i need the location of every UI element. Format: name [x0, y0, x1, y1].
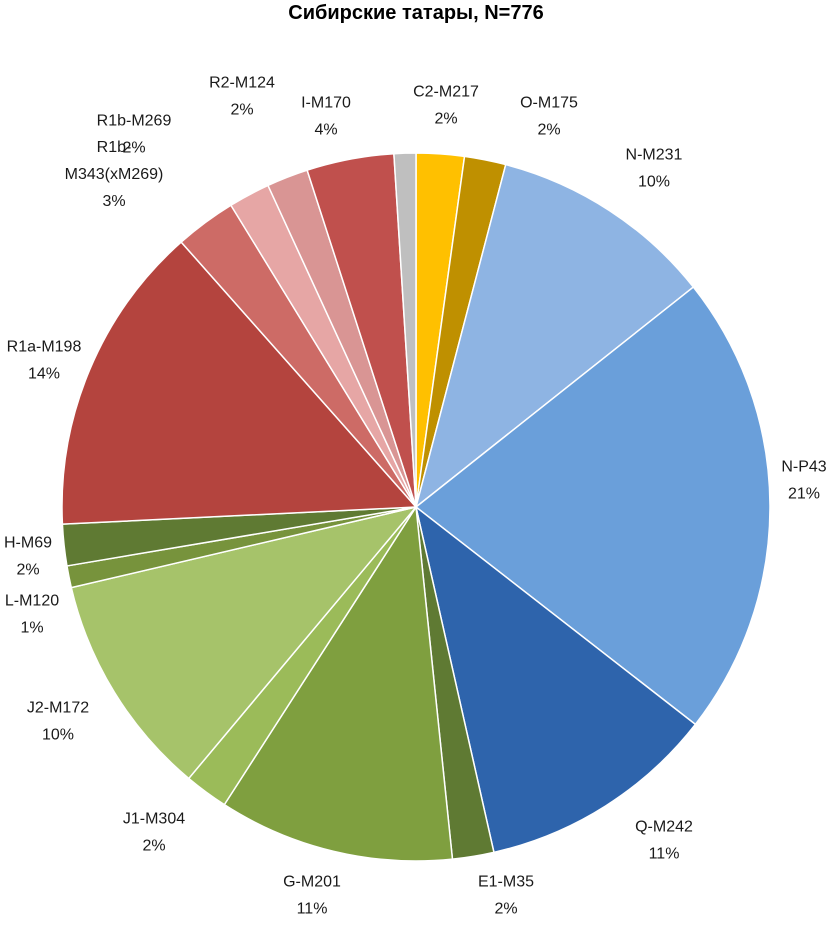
slice-name-label: E1-M35	[478, 874, 534, 891]
slice-name-label: J1-M304	[123, 811, 185, 828]
slice-percent-label: 10%	[42, 727, 74, 744]
slice-percent-label: 4%	[314, 122, 337, 139]
slice-percent-label: 2%	[122, 140, 145, 157]
slice-name-label: O-M175	[520, 95, 578, 112]
slice-name-label: H-M69	[4, 535, 52, 552]
pie-slice-other	[393, 152, 417, 508]
pie-slice-n-m231	[414, 163, 695, 509]
slice-percent-label: 11%	[297, 901, 328, 918]
slice-percent-label: 21%	[788, 486, 820, 503]
slice-percent-label: 3%	[102, 193, 125, 210]
slice-name-label: R2-M124	[209, 75, 275, 92]
slice-percent-label: 2%	[16, 562, 39, 579]
slice-percent-label: 2%	[230, 102, 253, 119]
slice-name-label: L-M120	[5, 593, 59, 610]
slice-percent-label: 2%	[434, 111, 457, 128]
slice-name-label: C2-M217	[413, 84, 479, 101]
slice-name-label: J2-M172	[27, 700, 89, 717]
slice-name-label: Q-M242	[635, 819, 693, 836]
slice-name-label: R1a-M198	[7, 339, 82, 356]
chart-title: Сибирские татары, N=776	[288, 2, 544, 24]
slice-name-label: R1b-	[97, 139, 132, 156]
slice-name-label: R1b-M269	[97, 113, 172, 130]
slice-name-label: M343(xM269)	[65, 166, 164, 183]
pie-slice-n-p43	[414, 285, 771, 726]
slice-percent-label: 10%	[638, 174, 670, 191]
slice-percent-label: 14%	[28, 366, 60, 383]
slice-name-label: N-M231	[626, 147, 683, 164]
slice-percent-label: 1%	[20, 620, 43, 637]
slice-name-label: G-M201	[283, 874, 341, 891]
slice-percent-label: 2%	[494, 901, 517, 918]
pie-slice-j2-m172	[70, 505, 419, 780]
slice-percent-label: 2%	[537, 122, 560, 139]
pie-slice-q-m242	[414, 505, 697, 854]
slice-percent-label: 11%	[649, 846, 680, 863]
slice-labels: C2-M217 2% O-M175 2% N-M231 10% N-P43 21% Q-M242…	[4, 75, 827, 918]
slice-percent-label: 2%	[142, 838, 165, 855]
pie-slices	[61, 152, 771, 862]
slice-name-label: N-P43	[781, 459, 826, 476]
pie-slice-g-m201	[223, 504, 454, 862]
pie-slice-r1a-m198	[61, 241, 418, 525]
slice-name-label: I-M170	[301, 95, 351, 112]
